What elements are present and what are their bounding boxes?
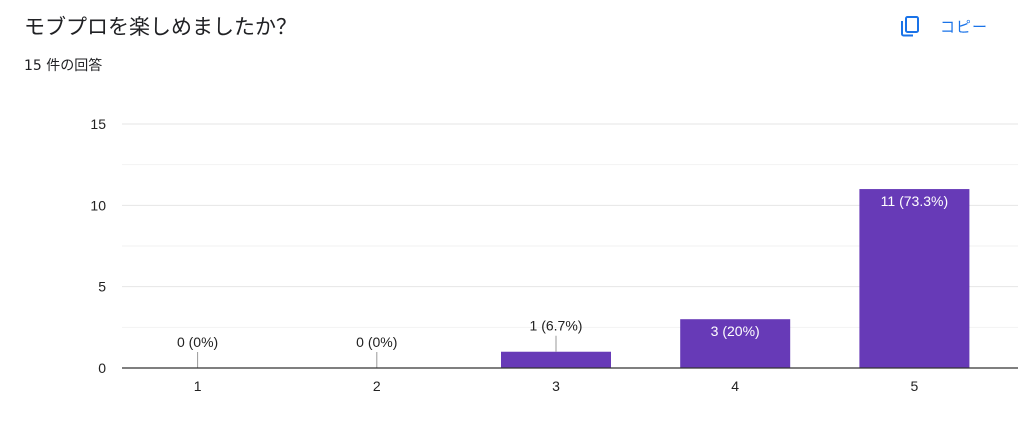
bar <box>680 319 791 368</box>
x-tick-label: 5 <box>911 378 919 394</box>
y-tick-label: 0 <box>98 360 106 376</box>
response-count: 15 件の回答 <box>24 58 103 74</box>
copy-icon <box>901 16 919 37</box>
data-label: 1 (6.7%) <box>530 318 583 334</box>
data-label: 0 (0%) <box>177 334 218 350</box>
data-label: 0 (0%) <box>356 334 397 350</box>
x-tick-label: 1 <box>194 378 202 394</box>
y-tick-label: 15 <box>90 116 106 132</box>
bar <box>501 351 611 368</box>
x-tick-label: 2 <box>373 378 381 394</box>
data-label: 11 (73.3%) <box>881 193 948 209</box>
copy-button[interactable]: コピー <box>898 10 988 42</box>
bar <box>859 189 970 368</box>
x-tick-label: 4 <box>731 378 739 394</box>
y-tick-label: 5 <box>98 279 106 295</box>
question-title: モブプロを楽しめましたか？ <box>24 15 297 39</box>
data-label: 3 (20%) <box>711 323 760 339</box>
copy-label: コピー <box>940 17 989 36</box>
y-tick-label: 10 <box>90 197 106 213</box>
x-tick-label: 3 <box>552 378 560 394</box>
